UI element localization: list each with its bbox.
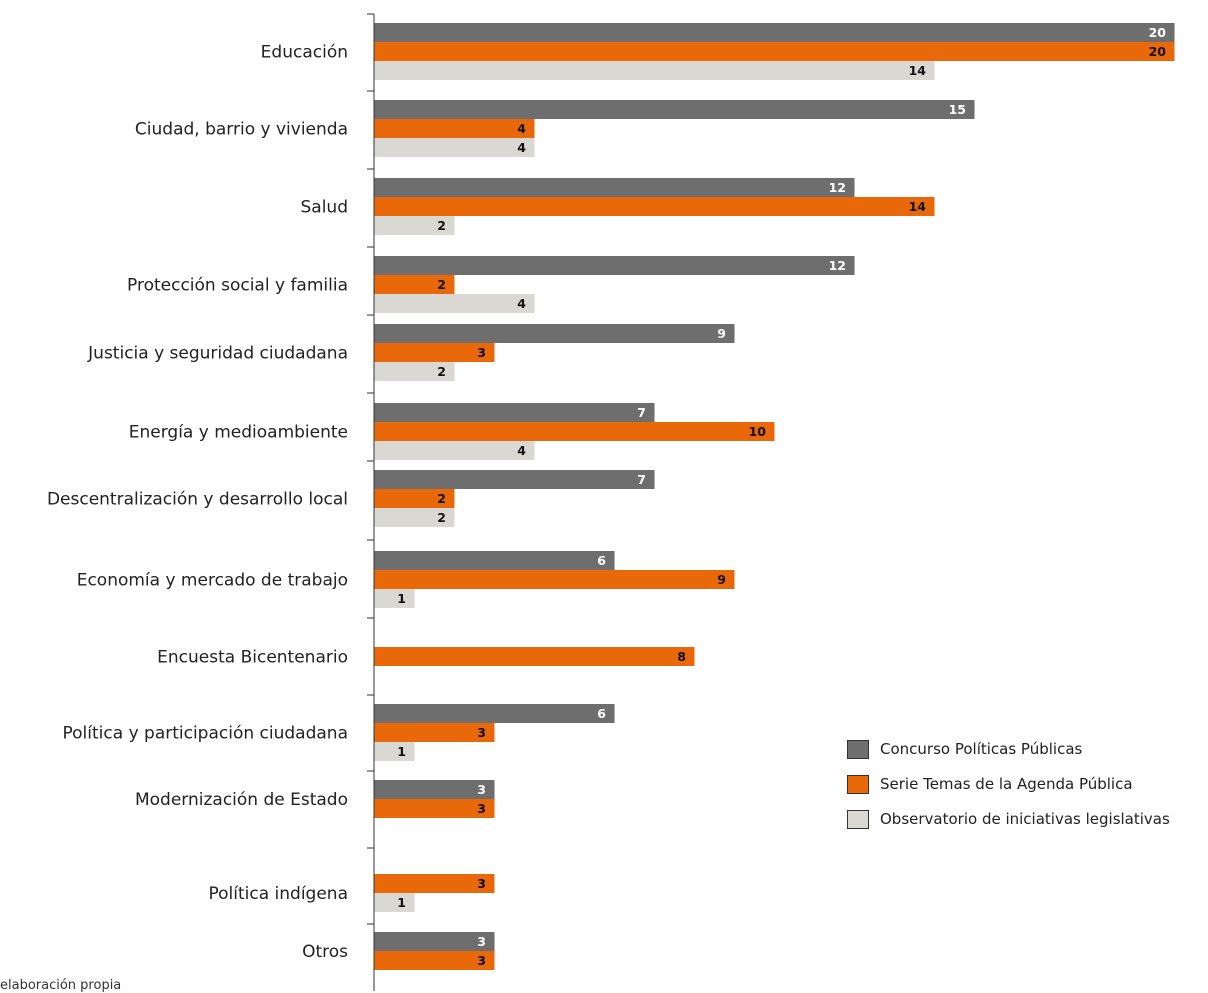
category-label: Energía y medioambiente (129, 423, 348, 443)
category-label: Economía y mercado de trabajo (77, 571, 348, 591)
data-label: 3 (477, 953, 486, 968)
data-label: 2 (437, 218, 446, 233)
legend-swatch (847, 774, 869, 794)
data-label: 15 (949, 102, 966, 117)
data-label: 6 (597, 706, 606, 721)
data-label: 7 (637, 405, 646, 420)
bar (374, 362, 455, 381)
legend: Concurso Políticas Públicas Serie Temas … (847, 739, 1170, 844)
bar (374, 23, 1175, 42)
data-label: 2 (437, 277, 446, 292)
bar (374, 178, 855, 197)
category-label: Justicia y seguridad ciudadana (87, 344, 348, 364)
bar (374, 742, 415, 761)
bar (374, 256, 855, 275)
bar (374, 275, 455, 294)
data-label: 10 (749, 424, 767, 439)
data-label: 4 (517, 443, 526, 458)
legend-swatch (847, 739, 869, 759)
data-label: 3 (477, 934, 486, 949)
legend-swatch (847, 809, 869, 829)
bar (374, 422, 775, 441)
category-label: Política y participación ciudadana (63, 724, 348, 744)
bar (374, 647, 695, 666)
bar (374, 197, 935, 216)
bar (374, 589, 415, 608)
legend-label: Observatorio de iniciativas legislativas (880, 810, 1170, 828)
category-label: Protección social y familia (127, 276, 348, 296)
data-label: 12 (829, 180, 846, 195)
data-label: 3 (477, 725, 486, 740)
bar (374, 508, 455, 527)
category-label: Educación (261, 43, 348, 63)
legend-item: Concurso Políticas Públicas (847, 739, 1170, 759)
bar (374, 441, 535, 460)
data-label: 20 (1149, 44, 1167, 59)
bar (374, 138, 535, 157)
bar (374, 119, 535, 138)
bar (374, 570, 735, 589)
data-label: 3 (477, 801, 486, 816)
bar (374, 100, 975, 119)
bar (374, 799, 495, 818)
data-label: 2 (437, 364, 446, 379)
data-label: 4 (517, 121, 526, 136)
category-label: Modernización de Estado (135, 790, 348, 810)
bar (374, 551, 615, 570)
data-label: 7 (637, 472, 646, 487)
bar (374, 294, 535, 313)
bar (374, 704, 615, 723)
bar (374, 951, 495, 970)
bar (374, 42, 1175, 61)
bar (374, 780, 495, 799)
data-label: 1 (397, 591, 406, 606)
data-label: 1 (397, 744, 406, 759)
category-label: Ciudad, barrio y vivienda (135, 120, 348, 140)
source-note: elaboración propia (0, 978, 122, 993)
data-label: 8 (677, 649, 686, 664)
bar (374, 403, 655, 422)
data-label: 1 (397, 895, 406, 910)
legend-label: Concurso Políticas Públicas (880, 740, 1083, 758)
bar (374, 343, 495, 362)
category-label: Política indígena (208, 884, 348, 904)
data-label: 12 (829, 258, 846, 273)
bar (374, 470, 655, 489)
data-label: 9 (717, 572, 726, 587)
legend-item: Serie Temas de la Agenda Pública (847, 774, 1170, 794)
legend-label: Serie Temas de la Agenda Pública (880, 775, 1133, 793)
bar (374, 723, 495, 742)
data-label: 4 (517, 296, 526, 311)
bar (374, 874, 495, 893)
bar (374, 489, 455, 508)
data-label: 2 (437, 510, 446, 525)
data-label: 4 (517, 140, 526, 155)
data-label: 3 (477, 345, 486, 360)
bar (374, 324, 735, 343)
data-label: 20 (1149, 25, 1167, 40)
category-label: Salud (301, 198, 349, 218)
bar (374, 893, 415, 912)
legend-item: Observatorio de iniciativas legislativas (847, 809, 1170, 829)
category-label: Otros (302, 942, 348, 962)
bar (374, 932, 495, 951)
data-label: 14 (909, 63, 927, 78)
bar (374, 216, 455, 235)
data-label: 9 (717, 326, 726, 341)
data-label: 6 (597, 553, 606, 568)
category-label: Descentralización y desarrollo local (47, 490, 348, 510)
data-label: 3 (477, 876, 486, 891)
category-label: Encuesta Bicentenario (157, 648, 348, 668)
bar (374, 61, 935, 80)
data-label: 3 (477, 782, 486, 797)
data-label: 2 (437, 491, 446, 506)
data-label: 14 (909, 199, 927, 214)
